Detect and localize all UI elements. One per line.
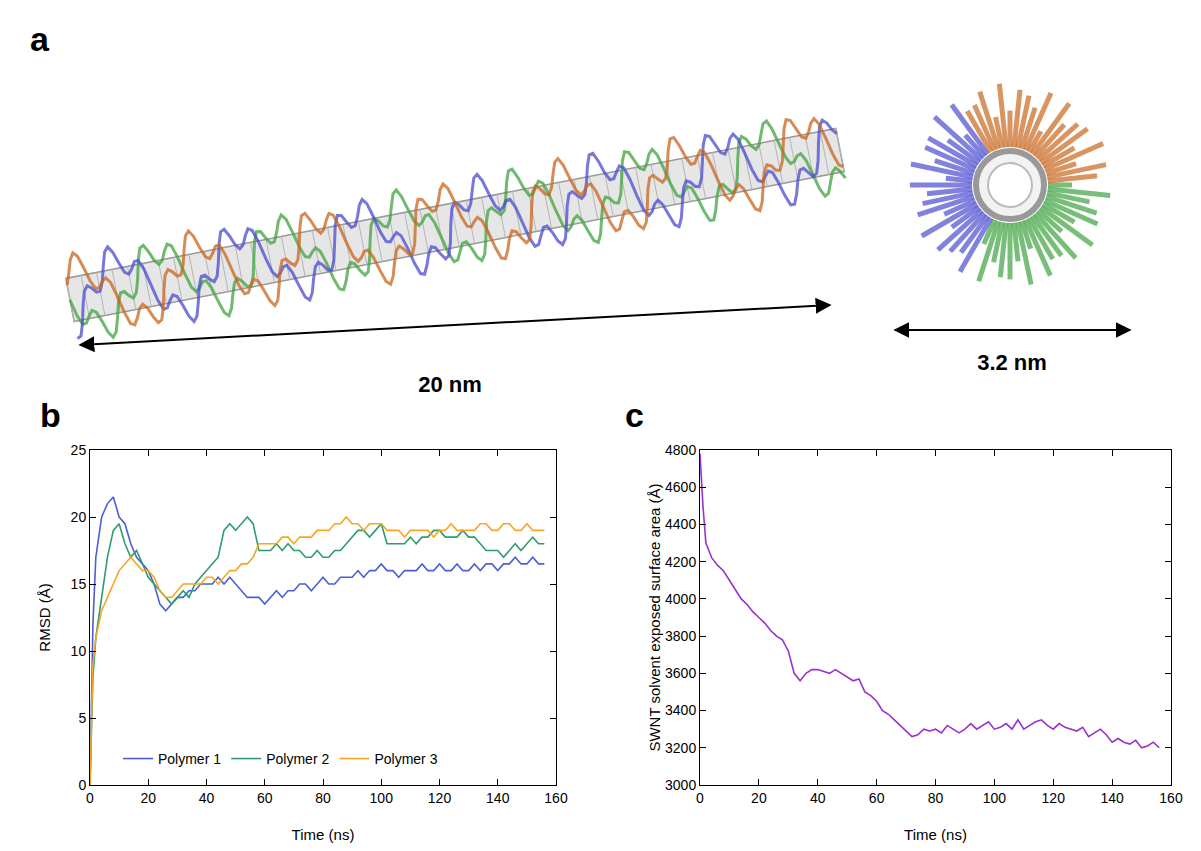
svg-text:120: 120	[428, 790, 452, 806]
svg-text:SWNT solvent exposed surface a: SWNT solvent exposed surface area (Å)	[646, 483, 663, 751]
svg-text:25: 25	[71, 442, 87, 458]
html-text:b: b	[40, 396, 61, 434]
svg-text:100: 100	[983, 790, 1007, 806]
svg-text:0: 0	[86, 790, 94, 806]
svg-text:4000: 4000	[665, 591, 696, 607]
svg-text:3000: 3000	[665, 777, 696, 793]
svg-text:3400: 3400	[665, 702, 696, 718]
svg-text:20: 20	[140, 790, 156, 806]
svg-text:60: 60	[257, 790, 273, 806]
svg-text:60: 60	[869, 790, 885, 806]
svg-text:20: 20	[71, 509, 87, 525]
svg-text:4400: 4400	[665, 516, 696, 532]
svg-text:160: 160	[544, 790, 568, 806]
svg-text:40: 40	[810, 790, 826, 806]
svg-text:80: 80	[928, 790, 944, 806]
svg-text:Time (ns): Time (ns)	[292, 826, 355, 843]
svg-text:Time (ns): Time (ns)	[904, 826, 967, 843]
html-text:a: a	[30, 20, 49, 58]
svg-text:Polymer 1: Polymer 1	[158, 751, 221, 767]
svg-text:3.2 nm: 3.2 nm	[977, 350, 1047, 375]
html-text:c: c	[625, 396, 644, 434]
svg-text:20 nm: 20 nm	[418, 372, 482, 397]
svg-text:10: 10	[71, 643, 87, 659]
svg-text:4800: 4800	[665, 442, 696, 458]
svg-text:Polymer 2: Polymer 2	[266, 751, 329, 767]
svg-text:160: 160	[1159, 790, 1183, 806]
svg-text:120: 120	[1042, 790, 1066, 806]
svg-text:100: 100	[370, 790, 394, 806]
svg-text:4600: 4600	[665, 479, 696, 495]
svg-text:Polymer 3: Polymer 3	[374, 751, 437, 767]
svg-text:0: 0	[78, 777, 86, 793]
svg-text:3600: 3600	[665, 665, 696, 681]
svg-text:80: 80	[315, 790, 331, 806]
svg-text:20: 20	[751, 790, 767, 806]
svg-text:15: 15	[71, 576, 87, 592]
svg-text:5: 5	[78, 710, 86, 726]
svg-text:140: 140	[486, 790, 510, 806]
svg-text:RMSD (Å): RMSD (Å)	[36, 583, 53, 651]
svg-text:40: 40	[199, 790, 215, 806]
svg-text:140: 140	[1100, 790, 1124, 806]
svg-text:0: 0	[696, 790, 704, 806]
svg-text:3200: 3200	[665, 740, 696, 756]
svg-text:3800: 3800	[665, 628, 696, 644]
svg-text:4200: 4200	[665, 554, 696, 570]
